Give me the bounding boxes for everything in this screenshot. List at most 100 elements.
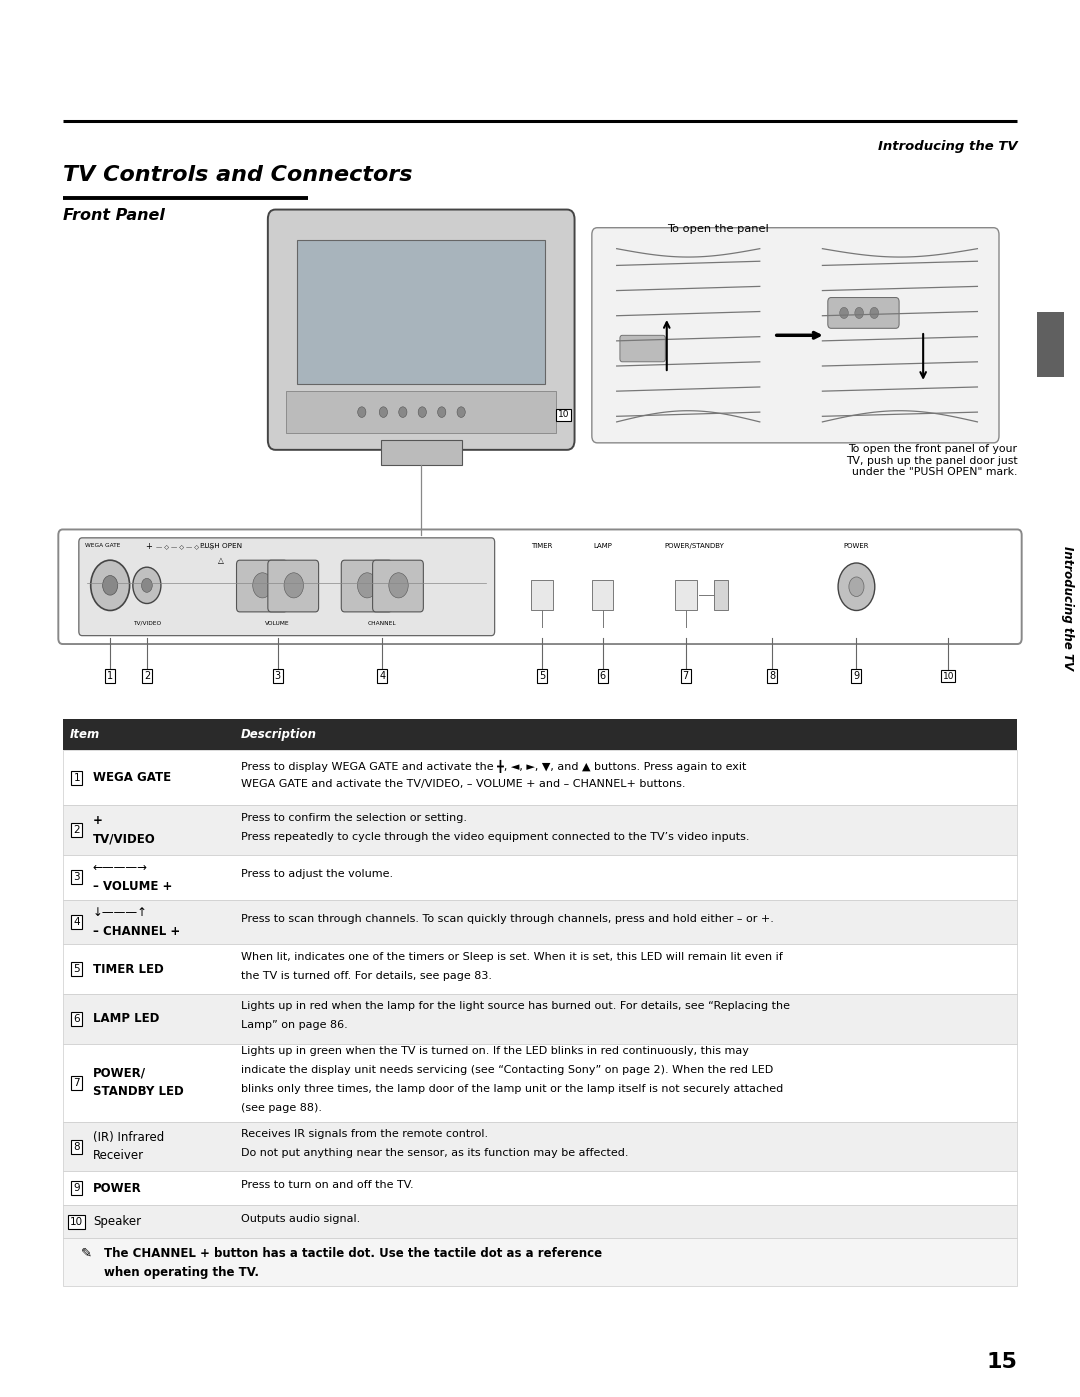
Text: POWER/STANDBY: POWER/STANDBY <box>664 543 725 549</box>
FancyBboxPatch shape <box>341 560 392 612</box>
Circle shape <box>849 577 864 597</box>
Text: Press to display WEGA GATE and activate the ╋, ◄, ►, ▼, and ▲ buttons. Press aga: Press to display WEGA GATE and activate … <box>241 760 746 774</box>
Bar <box>381 440 462 465</box>
Text: 15: 15 <box>986 1352 1017 1372</box>
Bar <box>63 719 1017 750</box>
Text: Receiver: Receiver <box>93 1150 144 1162</box>
Circle shape <box>840 307 849 319</box>
Text: To open the panel: To open the panel <box>667 224 769 233</box>
Text: Speaker: Speaker <box>93 1215 141 1228</box>
Text: Introducing the TV: Introducing the TV <box>1061 546 1074 669</box>
Bar <box>63 944 1017 993</box>
Bar <box>63 1044 1017 1122</box>
Text: Lights up in red when the lamp for the light source has burned out. For details,: Lights up in red when the lamp for the l… <box>241 1002 789 1011</box>
Circle shape <box>141 578 152 592</box>
Text: 8: 8 <box>769 671 775 682</box>
Bar <box>63 1122 1017 1171</box>
Circle shape <box>437 407 446 418</box>
Bar <box>63 855 1017 900</box>
Text: 10: 10 <box>943 672 954 680</box>
Text: Lights up in green when the TV is turned on. If the LED blinks in red continuous: Lights up in green when the TV is turned… <box>241 1046 748 1056</box>
Text: 7: 7 <box>683 671 689 682</box>
Circle shape <box>870 307 879 319</box>
Bar <box>63 1204 1017 1238</box>
Circle shape <box>457 407 465 418</box>
Text: (IR) Infrared: (IR) Infrared <box>93 1130 164 1144</box>
Text: 6: 6 <box>73 1014 80 1024</box>
Text: LAMP LED: LAMP LED <box>93 1011 159 1025</box>
Text: The CHANNEL + button has a tactile dot. Use the tactile dot as a reference: The CHANNEL + button has a tactile dot. … <box>104 1246 602 1260</box>
Bar <box>63 995 1017 1044</box>
Circle shape <box>357 407 366 418</box>
Text: Press to scan through channels. To scan quickly through channels, press and hold: Press to scan through channels. To scan … <box>241 914 773 923</box>
Bar <box>714 580 728 610</box>
Circle shape <box>389 573 408 598</box>
Text: Press to turn on and off the TV.: Press to turn on and off the TV. <box>241 1180 414 1190</box>
Text: 10: 10 <box>558 411 569 419</box>
Text: 1: 1 <box>73 773 80 782</box>
Circle shape <box>379 407 388 418</box>
FancyBboxPatch shape <box>58 529 1022 644</box>
Bar <box>63 1238 1017 1285</box>
Bar <box>675 580 697 610</box>
Text: Press repeatedly to cycle through the video equipment connected to the TV’s vide: Press repeatedly to cycle through the vi… <box>241 831 750 841</box>
Text: ↓———↑: ↓———↑ <box>93 905 148 919</box>
Circle shape <box>253 573 272 598</box>
Circle shape <box>855 307 864 319</box>
Text: 2: 2 <box>73 826 80 835</box>
Text: TV/VIDEO: TV/VIDEO <box>133 620 161 626</box>
Circle shape <box>133 567 161 604</box>
Text: POWER/: POWER/ <box>93 1066 146 1080</box>
Text: POWER: POWER <box>93 1182 141 1194</box>
Text: 4: 4 <box>73 916 80 928</box>
Text: Description: Description <box>241 728 316 742</box>
Text: blinks only three times, the lamp door of the lamp unit or the lamp itself is no: blinks only three times, the lamp door o… <box>241 1084 783 1094</box>
FancyBboxPatch shape <box>268 560 319 612</box>
Bar <box>286 391 556 433</box>
Text: 7: 7 <box>73 1077 80 1088</box>
Text: when operating the TV.: when operating the TV. <box>104 1266 259 1278</box>
FancyBboxPatch shape <box>592 228 999 443</box>
Text: Press to adjust the volume.: Press to adjust the volume. <box>241 869 393 879</box>
Text: CHANNEL: CHANNEL <box>368 620 396 626</box>
Text: 3: 3 <box>73 872 80 883</box>
Text: Item: Item <box>70 728 100 742</box>
Text: 9: 9 <box>73 1183 80 1193</box>
Text: POWER: POWER <box>843 543 869 549</box>
Text: – VOLUME +: – VOLUME + <box>93 880 172 893</box>
Text: 3: 3 <box>274 671 281 682</box>
Text: To open the front panel of your
TV, push up the panel door just
under the "PUSH : To open the front panel of your TV, push… <box>846 444 1017 478</box>
FancyBboxPatch shape <box>620 335 665 362</box>
Text: When lit, indicates one of the timers or Sleep is set. When it is set, this LED : When lit, indicates one of the timers or… <box>241 951 783 961</box>
Text: — ◇ — ◇ — ◇ — ◇: — ◇ — ◇ — ◇ — ◇ <box>156 545 214 550</box>
FancyBboxPatch shape <box>268 210 575 450</box>
FancyBboxPatch shape <box>373 560 423 612</box>
Text: WEGA GATE: WEGA GATE <box>85 543 121 549</box>
Text: 5: 5 <box>73 964 80 974</box>
Text: PUSH OPEN: PUSH OPEN <box>200 543 243 549</box>
Text: ←———→: ←———→ <box>93 861 148 875</box>
Text: 4: 4 <box>379 671 386 682</box>
Text: WEGA GATE: WEGA GATE <box>93 771 171 784</box>
Text: TV/VIDEO: TV/VIDEO <box>93 833 156 847</box>
FancyBboxPatch shape <box>237 560 287 612</box>
Text: Receives IR signals from the remote control.: Receives IR signals from the remote cont… <box>241 1129 488 1139</box>
Circle shape <box>103 576 118 595</box>
Text: LAMP: LAMP <box>593 543 612 549</box>
Bar <box>531 580 553 610</box>
Text: Introducing the TV: Introducing the TV <box>878 140 1017 152</box>
FancyBboxPatch shape <box>828 298 899 328</box>
Text: 5: 5 <box>539 671 545 682</box>
Text: indicate the display unit needs servicing (see “Contacting Sony” on page 2). Whe: indicate the display unit needs servicin… <box>241 1065 773 1076</box>
Text: Do not put anything near the sensor, as its function may be affected.: Do not put anything near the sensor, as … <box>241 1148 629 1158</box>
Circle shape <box>838 563 875 610</box>
Text: 6: 6 <box>599 671 606 682</box>
Bar <box>1037 312 1064 377</box>
Text: – CHANNEL +: – CHANNEL + <box>93 925 180 937</box>
Text: STANDBY LED: STANDBY LED <box>93 1085 184 1098</box>
Bar <box>63 1171 1017 1204</box>
Bar <box>63 750 1017 805</box>
Text: 2: 2 <box>144 671 150 682</box>
Text: Outputs audio signal.: Outputs audio signal. <box>241 1214 360 1224</box>
Circle shape <box>418 407 427 418</box>
